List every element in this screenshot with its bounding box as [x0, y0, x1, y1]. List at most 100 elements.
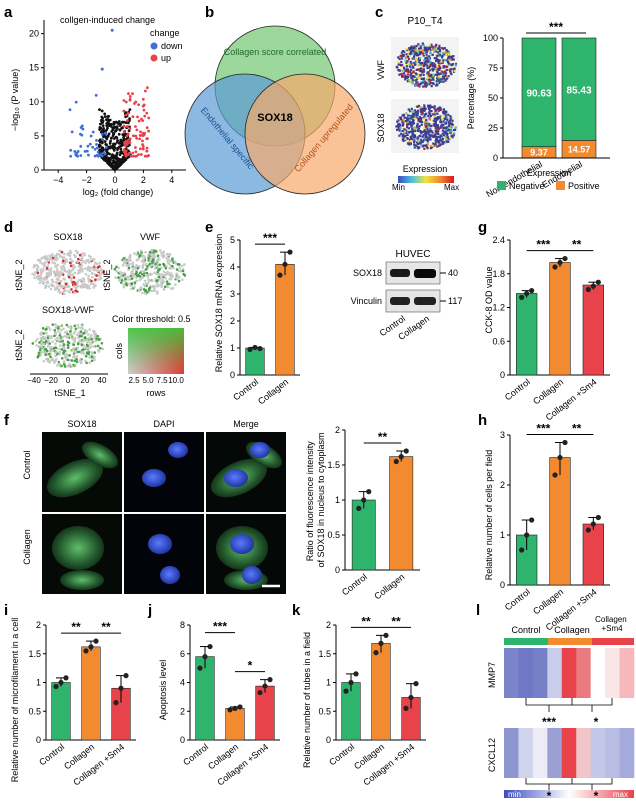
- tsne-point: [69, 264, 73, 268]
- spot: [399, 63, 403, 66]
- legend-down-label: down: [161, 41, 183, 51]
- spot: [441, 59, 445, 62]
- tsne-point: [48, 258, 52, 261]
- spot: [439, 121, 443, 124]
- tsne-point: [55, 252, 59, 256]
- y-tick-label: 1.5: [28, 649, 41, 659]
- spot: [447, 127, 450, 130]
- volcano-point: [111, 153, 114, 157]
- volcano-point: [105, 149, 109, 153]
- volcano-point-down: [91, 145, 95, 149]
- spot: [447, 121, 450, 124]
- tsne-point: [178, 263, 181, 266]
- tsne-point: [91, 282, 94, 285]
- tsne-point: [98, 277, 102, 281]
- spot: [436, 55, 439, 59]
- data-point: [557, 259, 563, 266]
- tsne-point: [84, 354, 88, 358]
- volcano-point: [112, 144, 116, 148]
- y-tick-label: 0: [180, 735, 185, 745]
- tsne-point: [167, 252, 170, 256]
- tsne-point: [75, 358, 78, 361]
- tsne-point: [38, 258, 42, 262]
- spot: [412, 120, 415, 123]
- tsne-point: [158, 263, 162, 267]
- spot: [439, 107, 442, 110]
- spot: [436, 126, 440, 129]
- tsne2-label-1: tSNE_2: [14, 259, 24, 290]
- spot: [437, 61, 440, 64]
- volcano-point-down: [69, 148, 73, 152]
- legend-negative-swatch: [497, 181, 506, 190]
- y-tick-label: 5: [230, 235, 235, 245]
- tsne-point: [141, 291, 144, 295]
- spot: [411, 129, 414, 132]
- spot: [444, 51, 448, 54]
- spot: [410, 124, 413, 127]
- tsne-point: [102, 270, 105, 274]
- spot: [419, 108, 423, 111]
- tsne-point: [37, 351, 41, 355]
- tsne-point: [44, 353, 47, 356]
- y-axis-label: Percentage (%): [466, 67, 476, 130]
- spot: [425, 78, 428, 81]
- tsne-point: [183, 263, 186, 266]
- spot: [429, 114, 433, 118]
- volcano-point-down: [100, 138, 104, 141]
- spot: [448, 69, 452, 72]
- tsne-point: [130, 277, 134, 280]
- y-axis-label: CCK-8 OD value: [484, 266, 494, 333]
- volcano-point: [105, 137, 109, 141]
- data-point: [590, 521, 596, 527]
- spot: [396, 120, 399, 123]
- spot: [439, 126, 442, 129]
- tsne-point: [146, 274, 149, 277]
- tsne-point: [89, 342, 93, 345]
- panel-label: b: [205, 4, 214, 21]
- y-tick-label: 25: [488, 123, 498, 133]
- tsne-point: [63, 252, 66, 256]
- volcano-point: [100, 148, 104, 152]
- tsne-point: [149, 253, 153, 257]
- spot: [436, 124, 440, 127]
- spot: [408, 119, 411, 122]
- spot: [406, 68, 410, 71]
- spot: [413, 134, 417, 137]
- spot: [424, 61, 427, 64]
- volcano-point: [108, 141, 112, 145]
- tsne-point: [41, 350, 45, 354]
- x-tick-label: Collagen +Sm4: [361, 742, 416, 788]
- x-tick-label: −20: [44, 376, 58, 385]
- spot: [402, 122, 405, 125]
- volcano-point-up: [142, 108, 146, 112]
- spot: [438, 109, 441, 112]
- heat-cell: [619, 648, 635, 698]
- tsne-point: [61, 335, 65, 339]
- tsne-point: [58, 344, 62, 347]
- tsne-point: [153, 287, 156, 290]
- spot: [442, 75, 446, 78]
- tsne-point: [62, 360, 66, 363]
- bar: [81, 646, 101, 741]
- tsne-point: [48, 342, 51, 345]
- volcano-point: [106, 126, 109, 130]
- tsne-point: [46, 264, 50, 267]
- spot: [430, 110, 433, 113]
- tsne-point: [63, 288, 66, 292]
- group-bar-collagen: [548, 638, 592, 645]
- spot: [428, 129, 431, 132]
- tsne-point: [70, 359, 74, 362]
- spot: [420, 117, 423, 120]
- tsne-point: [54, 338, 58, 341]
- spot: [416, 49, 419, 52]
- panel-label: e: [205, 219, 213, 236]
- volcano-point: [99, 126, 103, 130]
- heat-cell: [532, 648, 548, 698]
- tsne-point: [97, 338, 101, 341]
- spot: [428, 135, 431, 139]
- tsne-point: [53, 254, 57, 258]
- tsne-point: [36, 274, 40, 278]
